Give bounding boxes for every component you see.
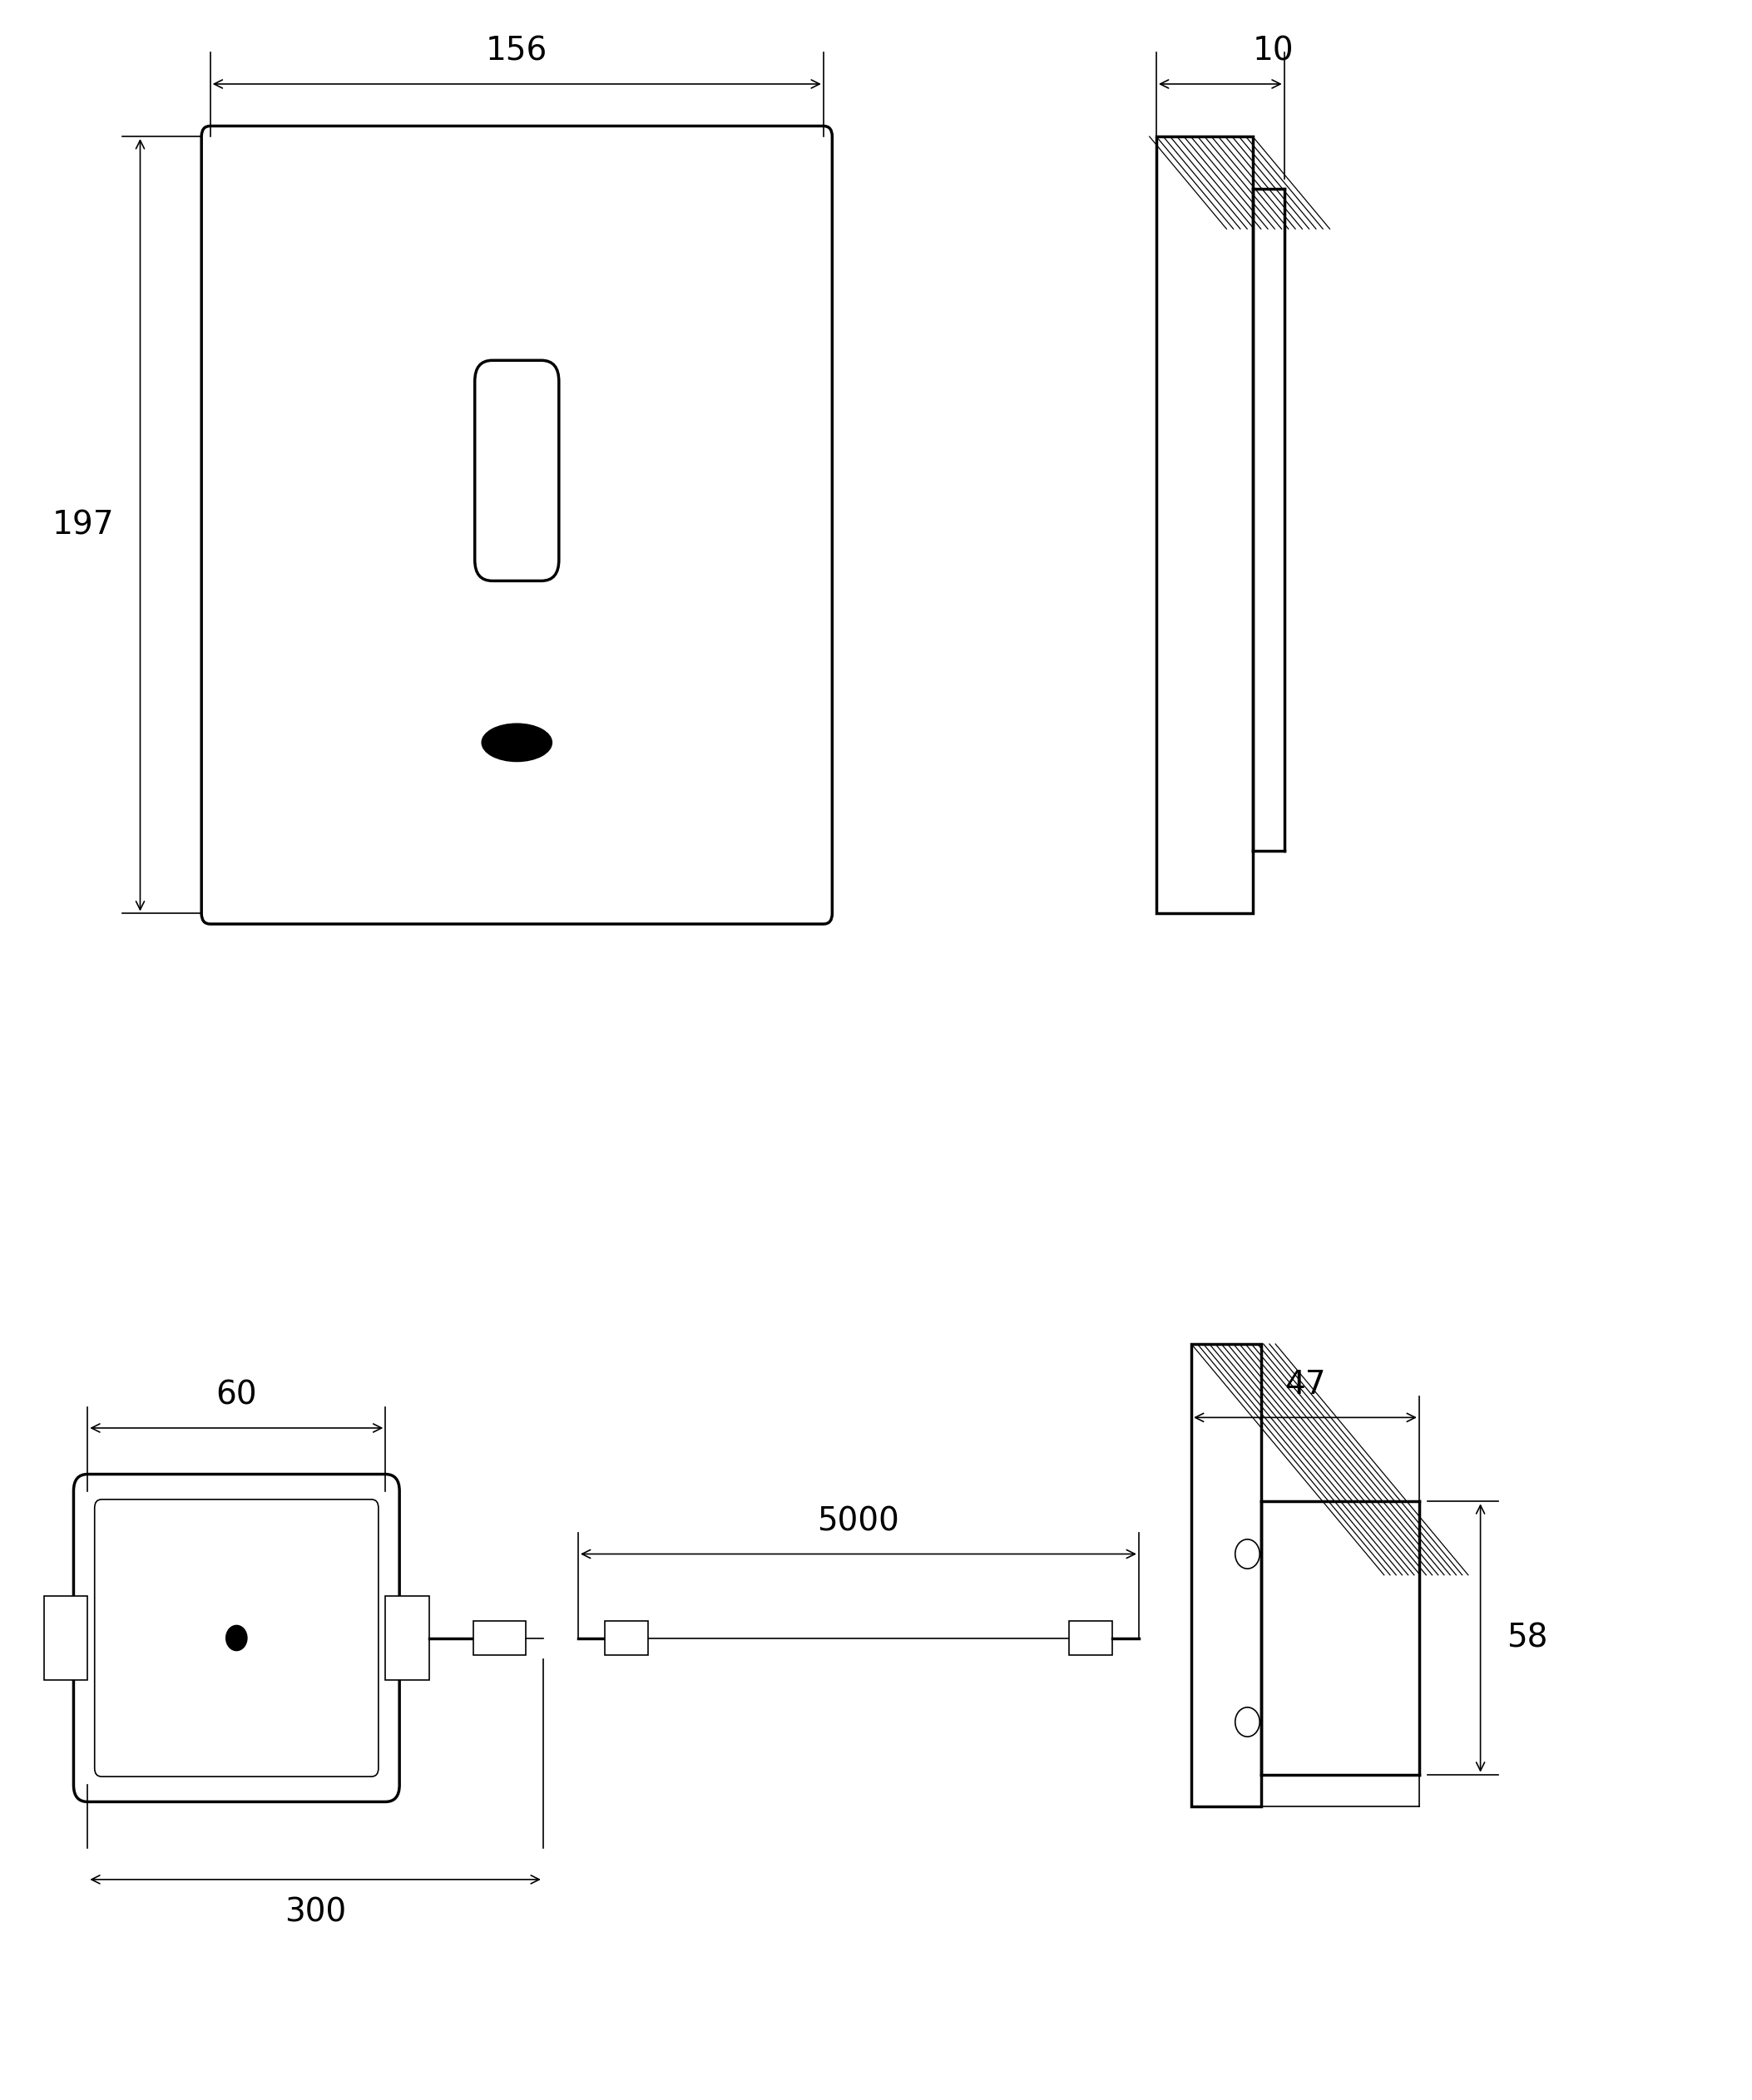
Text: 60: 60 — [215, 1380, 258, 1411]
Polygon shape — [385, 1596, 429, 1680]
Text: 47: 47 — [1284, 1369, 1326, 1401]
FancyBboxPatch shape — [201, 126, 832, 924]
Circle shape — [1235, 1707, 1260, 1737]
Circle shape — [1235, 1539, 1260, 1569]
Polygon shape — [1191, 1344, 1261, 1806]
Polygon shape — [604, 1621, 648, 1655]
Text: 58: 58 — [1507, 1621, 1547, 1655]
Polygon shape — [44, 1596, 88, 1680]
Text: 10: 10 — [1253, 36, 1293, 67]
Polygon shape — [473, 1621, 526, 1655]
Text: 300: 300 — [284, 1896, 347, 1928]
FancyBboxPatch shape — [95, 1499, 378, 1777]
Polygon shape — [1069, 1621, 1113, 1655]
Text: 197: 197 — [53, 508, 114, 542]
Text: 5000: 5000 — [818, 1506, 899, 1537]
Circle shape — [226, 1625, 247, 1651]
Ellipse shape — [482, 724, 552, 762]
FancyBboxPatch shape — [74, 1474, 399, 1802]
Text: 156: 156 — [485, 36, 548, 67]
FancyBboxPatch shape — [475, 361, 559, 582]
Polygon shape — [1156, 136, 1253, 914]
